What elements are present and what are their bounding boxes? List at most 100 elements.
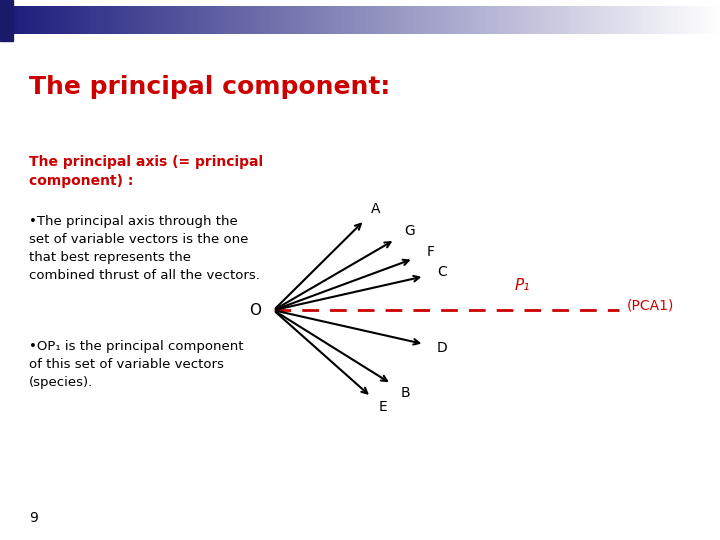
Bar: [243, 6, 245, 35]
Bar: [250, 6, 252, 35]
Text: B: B: [400, 386, 410, 400]
Bar: [34, 6, 36, 35]
Bar: [171, 6, 173, 35]
Bar: [5, 6, 7, 35]
Bar: [65, 6, 67, 35]
Text: E: E: [379, 400, 387, 414]
Bar: [679, 6, 682, 35]
Bar: [341, 6, 343, 35]
Text: 9: 9: [29, 511, 37, 525]
Bar: [41, 6, 43, 35]
Bar: [29, 6, 31, 35]
Bar: [288, 6, 290, 35]
Bar: [99, 6, 101, 35]
Bar: [456, 6, 459, 35]
Bar: [110, 6, 113, 35]
Bar: [180, 6, 182, 35]
Bar: [706, 6, 708, 35]
Text: G: G: [404, 224, 415, 238]
Bar: [261, 6, 264, 35]
Bar: [588, 6, 590, 35]
Bar: [259, 6, 261, 35]
Bar: [173, 6, 175, 35]
Bar: [415, 6, 418, 35]
Bar: [451, 6, 454, 35]
Bar: [554, 6, 557, 35]
Bar: [153, 6, 156, 35]
Bar: [446, 6, 449, 35]
Bar: [531, 6, 533, 35]
Bar: [158, 6, 161, 35]
Bar: [374, 6, 377, 35]
Bar: [290, 6, 293, 35]
Bar: [564, 6, 567, 35]
Bar: [655, 6, 657, 35]
Bar: [590, 6, 593, 35]
Bar: [605, 6, 607, 35]
Bar: [379, 6, 382, 35]
Bar: [331, 6, 333, 35]
Bar: [621, 6, 624, 35]
Bar: [324, 6, 326, 35]
Bar: [523, 6, 526, 35]
Bar: [312, 6, 315, 35]
Bar: [279, 6, 281, 35]
Bar: [113, 6, 115, 35]
Bar: [120, 6, 122, 35]
Bar: [12, 6, 14, 35]
Bar: [547, 6, 549, 35]
Bar: [521, 6, 523, 35]
Bar: [634, 6, 636, 35]
Bar: [207, 6, 209, 35]
Bar: [614, 6, 617, 35]
Bar: [698, 6, 701, 35]
Bar: [677, 6, 679, 35]
Bar: [117, 6, 120, 35]
Bar: [199, 6, 202, 35]
Bar: [468, 6, 470, 35]
Bar: [329, 6, 331, 35]
Bar: [307, 6, 310, 35]
Bar: [430, 6, 432, 35]
Bar: [214, 6, 216, 35]
Bar: [144, 6, 146, 35]
Bar: [132, 6, 135, 35]
Bar: [225, 6, 228, 35]
Bar: [130, 6, 132, 35]
Bar: [403, 6, 405, 35]
Bar: [612, 6, 614, 35]
Bar: [583, 6, 585, 35]
Bar: [216, 6, 218, 35]
Bar: [626, 6, 629, 35]
Bar: [43, 6, 45, 35]
Bar: [211, 6, 214, 35]
Bar: [269, 6, 271, 35]
Bar: [372, 6, 374, 35]
Bar: [497, 6, 499, 35]
Bar: [230, 6, 233, 35]
Text: (PCA1): (PCA1): [626, 298, 674, 312]
Bar: [149, 6, 151, 35]
Bar: [653, 6, 655, 35]
Bar: [319, 6, 322, 35]
Bar: [631, 6, 634, 35]
Bar: [187, 6, 189, 35]
Bar: [713, 6, 715, 35]
Bar: [667, 6, 670, 35]
Bar: [228, 6, 230, 35]
Bar: [333, 6, 336, 35]
Bar: [156, 6, 158, 35]
Bar: [528, 6, 531, 35]
Bar: [175, 6, 178, 35]
Bar: [223, 6, 225, 35]
Bar: [283, 6, 286, 35]
Bar: [0, 0, 13, 40]
Bar: [410, 6, 413, 35]
Bar: [552, 6, 554, 35]
Bar: [264, 6, 266, 35]
Text: F: F: [426, 246, 434, 259]
Bar: [646, 6, 648, 35]
Bar: [194, 6, 197, 35]
Bar: [233, 6, 235, 35]
Bar: [703, 6, 706, 35]
